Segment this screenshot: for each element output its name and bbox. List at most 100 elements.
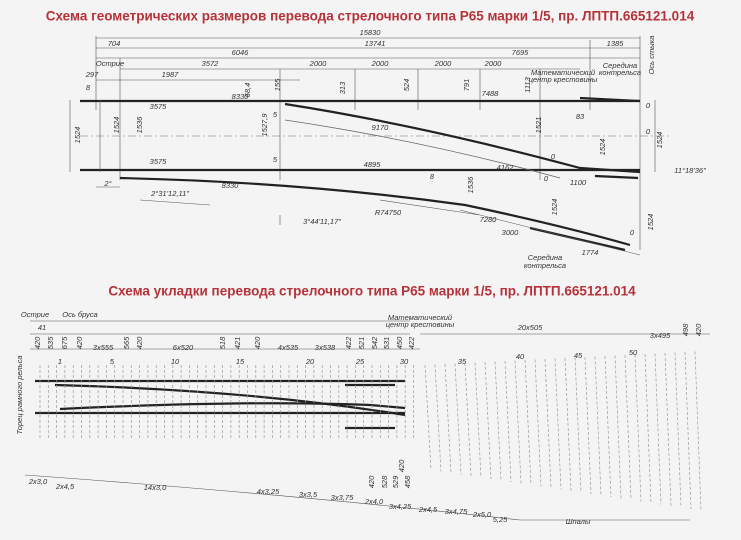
label: 11°18'36" [674, 166, 706, 175]
label: 8330 [222, 181, 240, 190]
label: 0 [646, 127, 651, 136]
label: 518 [218, 336, 227, 349]
label: 40 [516, 352, 525, 361]
label: 20 [305, 357, 315, 366]
sleeper [574, 357, 582, 493]
label: 7488 [482, 89, 500, 98]
sleeper [594, 356, 602, 496]
label: 6046 [232, 48, 250, 57]
label: 3x495 [650, 331, 671, 340]
sleeper [484, 361, 492, 480]
label: 458 [403, 475, 412, 488]
label: 1113 [523, 76, 532, 92]
sleeper [644, 353, 652, 504]
label: 422 [407, 336, 416, 349]
label: 421 [233, 337, 242, 350]
label: 2000 [309, 59, 328, 68]
label: 25 [355, 357, 365, 366]
label: 1987 [162, 70, 180, 79]
label: 10 [171, 357, 180, 366]
label: 68,4 [243, 83, 252, 98]
label: 6x520 [173, 343, 194, 352]
sleeper [604, 355, 612, 498]
label: 1536 [135, 116, 144, 134]
label: Математический [531, 68, 596, 77]
label: контрельса [524, 261, 566, 270]
label: 1527,9 [260, 113, 269, 137]
label: 9170 [372, 123, 390, 132]
label: контрельса [599, 68, 641, 77]
sleeper [474, 362, 482, 478]
sleeper [524, 359, 532, 486]
sleeper [494, 361, 502, 481]
label: Торец рамного рельса [15, 355, 24, 434]
label: 3575 [150, 157, 168, 166]
label: 8 [86, 83, 91, 92]
label: 420 [367, 475, 376, 488]
label: 297 [85, 70, 99, 79]
sleeper [534, 359, 542, 487]
label: 30 [400, 357, 409, 366]
sleeper [454, 363, 462, 475]
label: 3x555 [93, 343, 114, 352]
label: R74750 [375, 208, 402, 217]
label: 1524 [646, 214, 655, 231]
label: 1524 [655, 132, 664, 149]
top-title: Схема геометрических размеров перевода с… [46, 9, 695, 24]
label: 1100 [570, 178, 587, 187]
label: 1521 [534, 117, 543, 134]
label: 0 [551, 152, 556, 161]
label: 0 [630, 228, 635, 237]
label: 524 [402, 79, 411, 92]
sleeper [514, 360, 522, 484]
label: Острие [21, 310, 49, 319]
label: 3x4,25 [389, 502, 412, 511]
label: 420 [75, 336, 84, 349]
label: 41 [38, 323, 46, 332]
sleeper [564, 357, 572, 492]
sleeper [544, 358, 552, 489]
label: 8330 [232, 92, 250, 101]
sleeper [444, 363, 452, 474]
label: 420 [33, 336, 42, 349]
label: 7280 [480, 215, 498, 224]
label: 35 [458, 357, 467, 366]
label: 0 [544, 174, 549, 183]
label: центр крестовины [386, 320, 455, 329]
label: 3575 [150, 102, 168, 111]
label: Ось стыка [647, 36, 656, 75]
label: 542 [370, 336, 379, 349]
label: 5 [273, 110, 278, 119]
label: 0 [646, 101, 651, 110]
label: 15 [236, 357, 245, 366]
bottom-title: Схема укладки перевода стрелочного типа … [108, 284, 636, 299]
label: 1524 [112, 117, 121, 134]
label: 14x3,0 [144, 483, 167, 492]
label: 1524 [73, 127, 82, 144]
label: 420 [253, 336, 262, 349]
label: 791 [462, 79, 471, 92]
label: 45 [574, 351, 583, 360]
label: центр крестовины [529, 75, 598, 84]
label: 5 [273, 155, 278, 164]
label: Середина [528, 253, 562, 262]
label: 313 [338, 81, 347, 94]
label: 3x3,75 [331, 493, 354, 502]
sleeper [504, 360, 512, 483]
bottom-graphics [24, 320, 710, 521]
label: 4162 [497, 163, 515, 172]
sleeper [434, 364, 442, 472]
label: 15830 [360, 28, 382, 37]
label: 83 [576, 112, 585, 121]
label: 529 [391, 475, 400, 488]
label: 4x3,25 [257, 487, 280, 496]
label: 450 [395, 336, 404, 349]
label: 3000 [502, 228, 520, 237]
label: 420 [135, 336, 144, 349]
label: 420 [694, 323, 703, 336]
label: 50 [629, 348, 638, 357]
label: 2000 [434, 59, 453, 68]
label: 2x4,5 [418, 505, 438, 514]
label: 3x538 [315, 343, 336, 352]
